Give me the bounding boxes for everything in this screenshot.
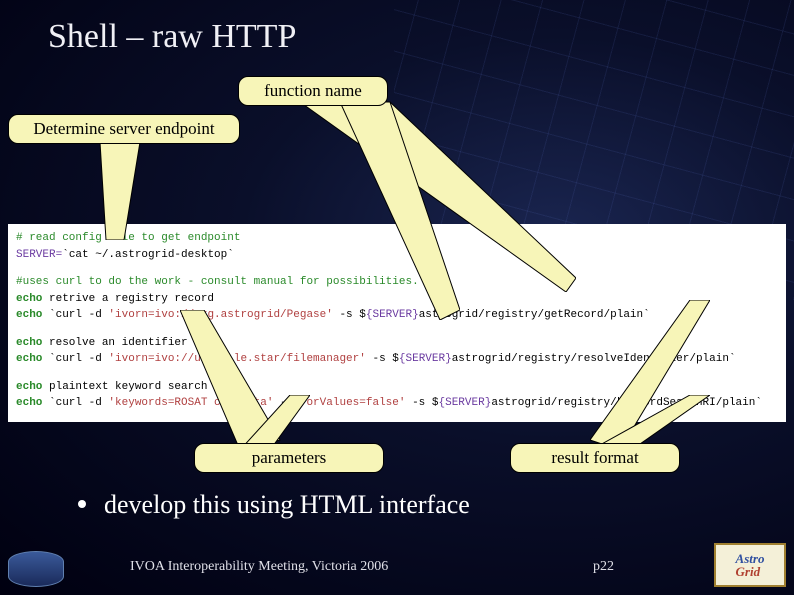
arrow-determine-endpoint (90, 140, 150, 240)
code-kw: echo (16, 293, 42, 305)
code-text: `curl -d (42, 397, 108, 409)
code-text: `curl -d (42, 309, 108, 321)
code-text: -s $ (366, 353, 399, 365)
bullet-text: develop this using HTML interface (104, 490, 470, 519)
bullet-dot (78, 500, 86, 508)
callout-function-name: function name (238, 76, 388, 106)
code-text: `cat ~/.astrogrid-desktop` (62, 249, 234, 261)
code-var: SERVER= (16, 249, 62, 261)
callout-determine-endpoint: Determine server endpoint (8, 114, 240, 144)
footer-page: p22 (593, 559, 614, 575)
code-var: {SERVER} (399, 353, 452, 365)
ivoa-logo-icon (8, 551, 64, 587)
callout-parameters: parameters (194, 443, 384, 473)
code-text: `curl -d (42, 353, 108, 365)
code-text: -s $ (405, 397, 438, 409)
arrow-function-name-2 (330, 100, 460, 320)
code-kw: echo (16, 381, 42, 393)
astrogrid-logo-icon: Astro Grid (714, 543, 786, 587)
code-str: 'orValues=false' (300, 397, 406, 409)
code-kw: echo (16, 397, 42, 409)
code-var: {SERVER} (439, 397, 492, 409)
code-kw: echo (16, 309, 42, 321)
slide-title: Shell – raw HTTP (48, 18, 296, 56)
code-kw: echo (16, 337, 42, 349)
bullet-line: develop this using HTML interface (78, 490, 470, 520)
code-text: resolve an identifier (42, 337, 187, 349)
code-text: retrive a registry record (42, 293, 214, 305)
arrow-parameters-2 (230, 395, 310, 450)
callout-result-format: result format (510, 443, 680, 473)
logo-text-2: Grid (736, 564, 761, 579)
code-kw: echo (16, 353, 42, 365)
footer-meeting: IVOA Interoperability Meeting, Victoria … (130, 559, 388, 575)
